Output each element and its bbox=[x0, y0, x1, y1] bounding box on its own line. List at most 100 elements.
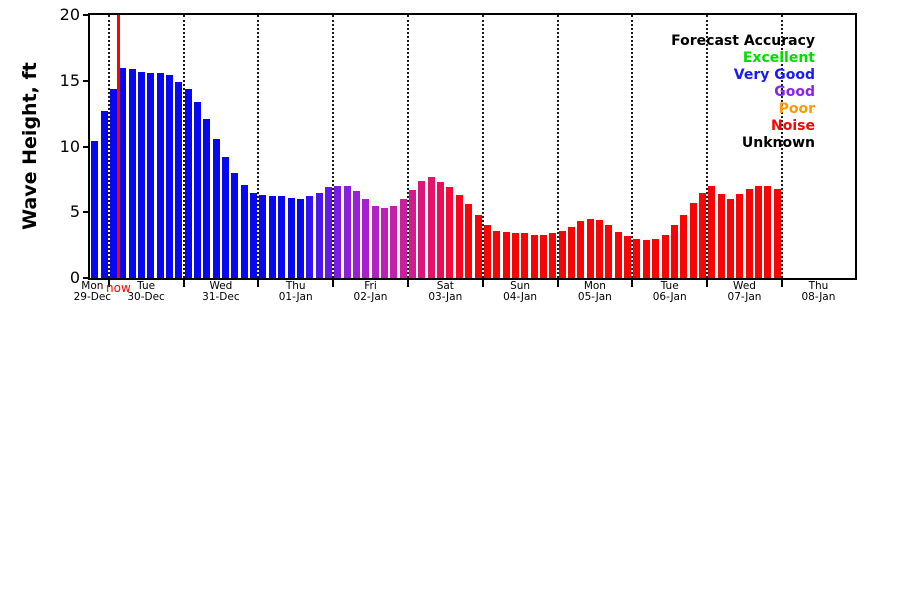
x-day-date: 06-Jan bbox=[652, 291, 687, 303]
y-tick-label: 5 bbox=[69, 202, 80, 222]
y-tick bbox=[83, 79, 89, 82]
wave-bar bbox=[745, 188, 753, 278]
wave-bar bbox=[418, 180, 426, 278]
wave-bar bbox=[91, 141, 99, 278]
x-day-date: 02-Jan bbox=[353, 291, 388, 303]
wave-bar bbox=[352, 191, 360, 278]
wave-bar bbox=[596, 220, 604, 278]
wave-bar bbox=[203, 118, 211, 278]
day-boundary-gridline bbox=[631, 15, 634, 278]
x-day-name: Thu bbox=[808, 280, 829, 292]
wave-bar bbox=[652, 238, 660, 278]
wave-height-forecast-chart: Wave Height, ft now 0 5 10 15 20 Mon 29-Dec Tu… bbox=[19, 5, 857, 303]
wave-bar bbox=[493, 230, 501, 278]
wave-bar bbox=[100, 110, 108, 278]
wave-bar bbox=[175, 82, 183, 278]
wave-bar bbox=[109, 88, 117, 278]
wave-bar bbox=[128, 68, 136, 278]
wave-bar bbox=[624, 235, 632, 278]
x-day-date: 30-Dec bbox=[127, 291, 165, 303]
x-day-name: Fri bbox=[364, 280, 377, 292]
y-axis-title: Wave Height, ft bbox=[19, 62, 41, 230]
x-day-label: Thu 01-Jan bbox=[261, 281, 331, 303]
x-day-name: Mon bbox=[583, 280, 606, 292]
x-day-name: Wed bbox=[733, 280, 756, 292]
y-tick bbox=[83, 145, 89, 148]
y-tick bbox=[83, 211, 89, 214]
wave-bar bbox=[511, 233, 519, 278]
wave-bar bbox=[240, 184, 248, 278]
wave-bar bbox=[437, 182, 445, 278]
wave-bar bbox=[474, 214, 482, 278]
wave-bar bbox=[287, 197, 295, 278]
x-day-label: Sat 03-Jan bbox=[410, 281, 480, 303]
wave-bar bbox=[680, 214, 688, 278]
wave-bar bbox=[708, 185, 716, 278]
wave-bar bbox=[381, 208, 389, 278]
wave-bar bbox=[371, 205, 379, 278]
x-tick bbox=[706, 280, 709, 287]
wave-bar bbox=[278, 196, 286, 278]
wave-bar bbox=[324, 187, 332, 278]
x-day-date: 29-Dec bbox=[73, 291, 112, 303]
day-boundary-gridline bbox=[780, 15, 783, 278]
legend-entry-very-good: Very Good bbox=[733, 67, 815, 83]
day-boundary-gridline bbox=[332, 15, 335, 278]
now-line bbox=[116, 15, 120, 278]
wave-bar bbox=[502, 231, 510, 278]
wave-bar bbox=[194, 101, 202, 278]
y-tick-label: 0 bbox=[69, 268, 80, 287]
wave-bar bbox=[614, 231, 622, 278]
wave-bar bbox=[736, 193, 744, 278]
x-day-name: Tue bbox=[137, 280, 156, 292]
day-boundary-gridline bbox=[706, 15, 709, 278]
wave-bar bbox=[119, 67, 127, 278]
wave-bar bbox=[296, 199, 304, 278]
legend-entry-unknown: Unknown bbox=[741, 135, 815, 151]
x-day-label: Tue 06-Jan bbox=[635, 281, 705, 303]
wave-bar bbox=[259, 195, 267, 278]
wave-bar bbox=[465, 204, 473, 278]
day-boundary-gridline bbox=[406, 15, 409, 278]
wave-bar bbox=[315, 192, 323, 278]
wave-bar bbox=[670, 225, 678, 278]
x-day-name: Mon bbox=[81, 280, 104, 292]
x-day-date: 01-Jan bbox=[278, 291, 313, 303]
y-tick bbox=[83, 277, 89, 279]
wave-bar bbox=[698, 192, 706, 278]
x-day-name: Sun bbox=[510, 280, 531, 292]
x-tick bbox=[332, 280, 335, 287]
day-boundary-gridline bbox=[107, 15, 110, 278]
wave-bar bbox=[184, 88, 192, 278]
now-label: now bbox=[106, 281, 131, 295]
x-tick bbox=[631, 280, 634, 287]
x-day-label: Wed 07-Jan bbox=[710, 281, 780, 303]
x-tick bbox=[107, 280, 110, 287]
x-tick bbox=[406, 280, 409, 287]
x-day-date: 08-Jan bbox=[801, 291, 836, 303]
x-day-name: Tue bbox=[660, 280, 679, 292]
wave-bar bbox=[427, 176, 435, 278]
wave-bar bbox=[156, 72, 164, 278]
wave-bar bbox=[539, 234, 547, 278]
wave-bar bbox=[568, 226, 576, 278]
legend-entry-poor: Poor bbox=[778, 101, 815, 117]
wave-bar bbox=[773, 188, 781, 278]
wave-bar bbox=[343, 185, 351, 278]
wave-bar bbox=[726, 199, 734, 278]
day-boundary-gridline bbox=[481, 15, 484, 278]
wave-bar bbox=[530, 234, 538, 278]
wave-bar bbox=[549, 233, 557, 278]
wave-bar bbox=[399, 199, 407, 278]
wave-bar bbox=[334, 185, 342, 278]
legend-entry-excellent: Excellent bbox=[742, 50, 815, 66]
legend: Forecast Accuracy Excellent Very Good Good… bbox=[671, 33, 815, 152]
wave-bar bbox=[390, 205, 398, 278]
wave-bar bbox=[165, 75, 173, 278]
x-day-date: 07-Jan bbox=[727, 291, 762, 303]
x-day-label: Wed 31-Dec bbox=[186, 281, 256, 303]
wave-bar bbox=[577, 221, 585, 278]
wave-bar bbox=[717, 193, 725, 278]
legend-entry-good: Good bbox=[774, 84, 815, 100]
wave-bar bbox=[306, 196, 314, 278]
